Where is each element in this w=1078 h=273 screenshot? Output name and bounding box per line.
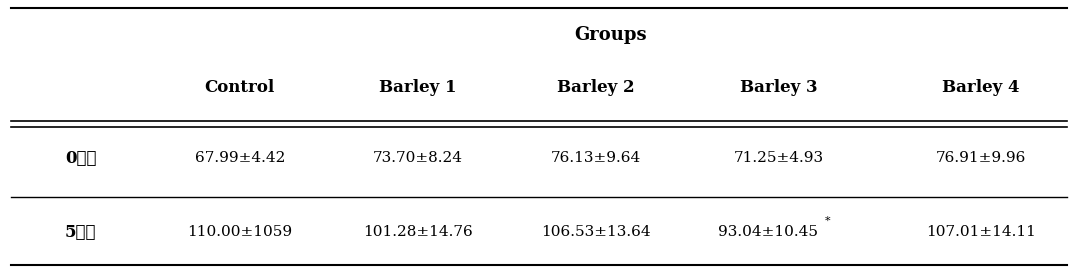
Text: 93.04±10.45: 93.04±10.45 xyxy=(718,225,818,239)
Text: Control: Control xyxy=(205,79,275,96)
Text: 106.53±13.64: 106.53±13.64 xyxy=(541,225,650,239)
Text: 5주차: 5주차 xyxy=(65,224,97,241)
Text: 76.13±9.64: 76.13±9.64 xyxy=(551,151,640,165)
Text: 73.70±8.24: 73.70±8.24 xyxy=(373,151,462,165)
Text: 76.91±9.96: 76.91±9.96 xyxy=(936,151,1026,165)
Text: Barley 4: Barley 4 xyxy=(942,79,1020,96)
Text: 71.25±4.93: 71.25±4.93 xyxy=(734,151,824,165)
Text: 107.01±14.11: 107.01±14.11 xyxy=(926,225,1036,239)
Text: 0주차: 0주차 xyxy=(65,150,97,167)
Text: 101.28±14.76: 101.28±14.76 xyxy=(363,225,472,239)
Text: Barley 1: Barley 1 xyxy=(379,79,456,96)
Text: Barley 3: Barley 3 xyxy=(740,79,818,96)
Text: Groups: Groups xyxy=(575,26,647,44)
Text: 67.99±4.42: 67.99±4.42 xyxy=(195,151,285,165)
Text: Barley 2: Barley 2 xyxy=(556,79,635,96)
Text: 110.00±1059: 110.00±1059 xyxy=(188,225,292,239)
Text: *: * xyxy=(825,216,830,226)
